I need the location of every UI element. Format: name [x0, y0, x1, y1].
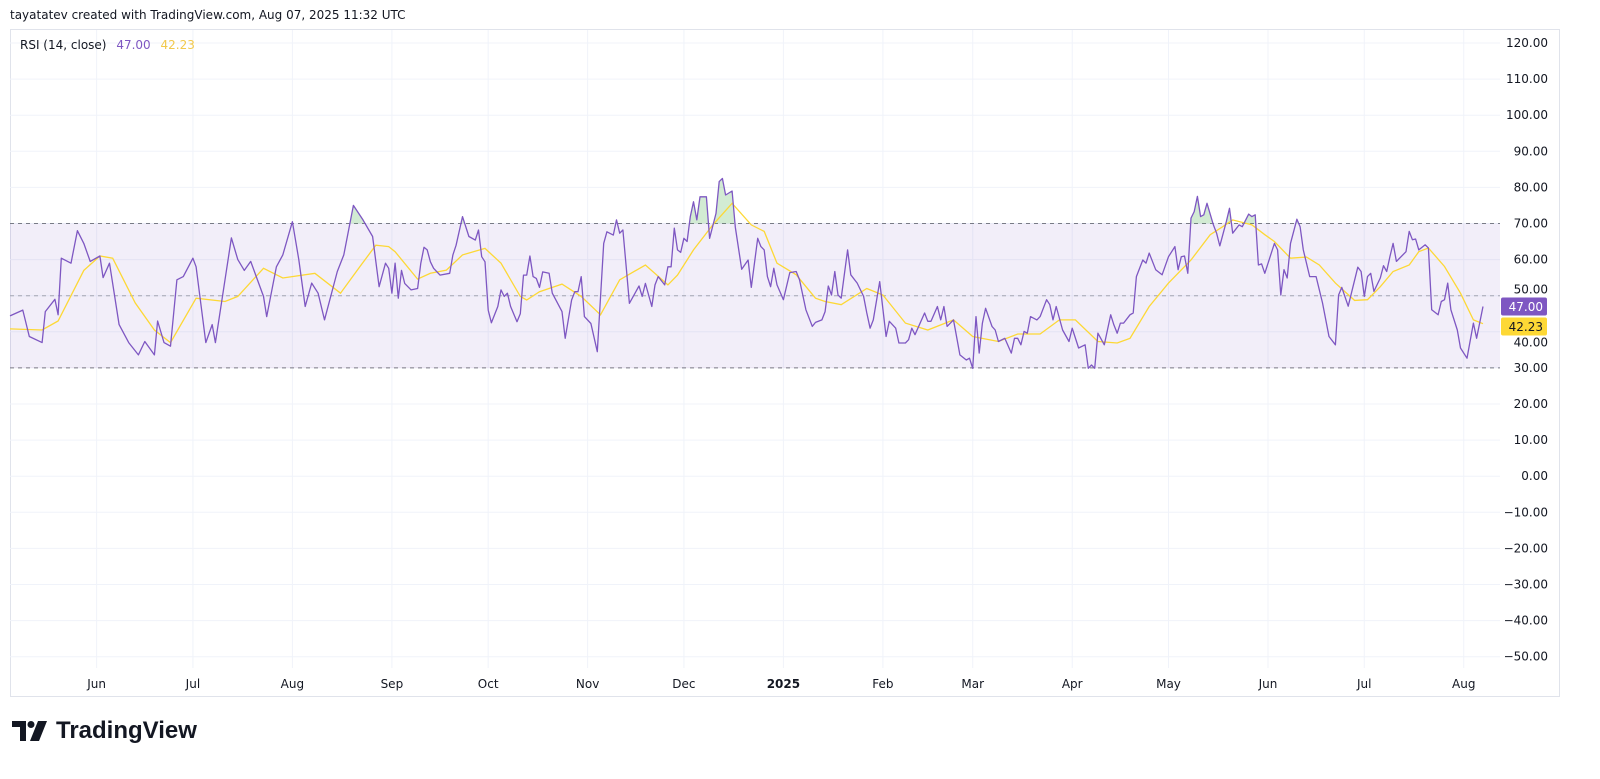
indicator-legend[interactable]: RSI (14, close) 47.00 42.23 — [20, 38, 201, 52]
rsi-last-value-badge: 47.00 — [1509, 300, 1543, 314]
indicator-name[interactable]: RSI (14, close) — [20, 38, 107, 52]
y-tick-label: −10.00 — [1504, 505, 1548, 519]
attribution-text: tayatatev created with TradingView.com, … — [10, 8, 406, 22]
x-tick-label: Jul — [185, 677, 200, 691]
y-tick-label: 80.00 — [1514, 180, 1548, 194]
y-tick-label: 100.00 — [1506, 108, 1548, 122]
x-tick-label: Feb — [872, 677, 893, 691]
signal-last-value-badge: 42.23 — [1509, 320, 1543, 334]
x-tick-label: Mar — [961, 677, 984, 691]
x-tick-label: Jul — [1356, 677, 1371, 691]
x-tick-label: May — [1156, 677, 1181, 691]
rsi-value: 47.00 — [116, 38, 151, 52]
x-tick-label: Jun — [86, 677, 106, 691]
x-tick-label: Dec — [672, 677, 695, 691]
signal-value: 42.23 — [160, 38, 195, 52]
y-tick-label: 120.00 — [1506, 36, 1548, 50]
signal-last-value-badge-bg — [1501, 317, 1547, 336]
x-tick-label: Sep — [381, 677, 404, 691]
rsi-line — [9, 177, 1484, 369]
y-tick-label: 0.00 — [1521, 469, 1548, 483]
x-tick-label: Oct — [478, 677, 499, 691]
chart-pane[interactable] — [10, 29, 1560, 697]
y-tick-label: 70.00 — [1514, 217, 1548, 231]
y-tick-label: 40.00 — [1514, 336, 1548, 350]
y-tick-label: 110.00 — [1506, 72, 1548, 86]
tradingview-logo[interactable]: TradingView — [12, 717, 197, 745]
x-tick-label: Apr — [1062, 677, 1083, 691]
y-tick-label: 10.00 — [1514, 433, 1548, 447]
y-tick-label: 60.00 — [1514, 253, 1548, 267]
tradingview-logo-text: TradingView — [56, 717, 197, 744]
x-tick-label: Aug — [1452, 677, 1475, 691]
y-tick-label: −30.00 — [1504, 578, 1548, 592]
y-tick-label: −50.00 — [1504, 650, 1548, 664]
tradingview-logo-icon — [12, 721, 47, 741]
y-tick-label: 20.00 — [1514, 397, 1548, 411]
x-tick-label: Nov — [576, 677, 599, 691]
y-tick-label: −20.00 — [1504, 541, 1548, 555]
y-tick-label: −40.00 — [1504, 614, 1548, 628]
signal-ma-line — [9, 202, 1484, 344]
x-tick-label: Aug — [281, 677, 304, 691]
y-tick-label: 30.00 — [1514, 361, 1548, 375]
x-tick-label: 2025 — [767, 677, 800, 691]
rsi-last-value-badge-bg — [1501, 297, 1547, 316]
y-tick-label: 50.00 — [1514, 283, 1548, 297]
y-tick-label: 90.00 — [1514, 144, 1548, 158]
x-tick-label: Jun — [1258, 677, 1278, 691]
